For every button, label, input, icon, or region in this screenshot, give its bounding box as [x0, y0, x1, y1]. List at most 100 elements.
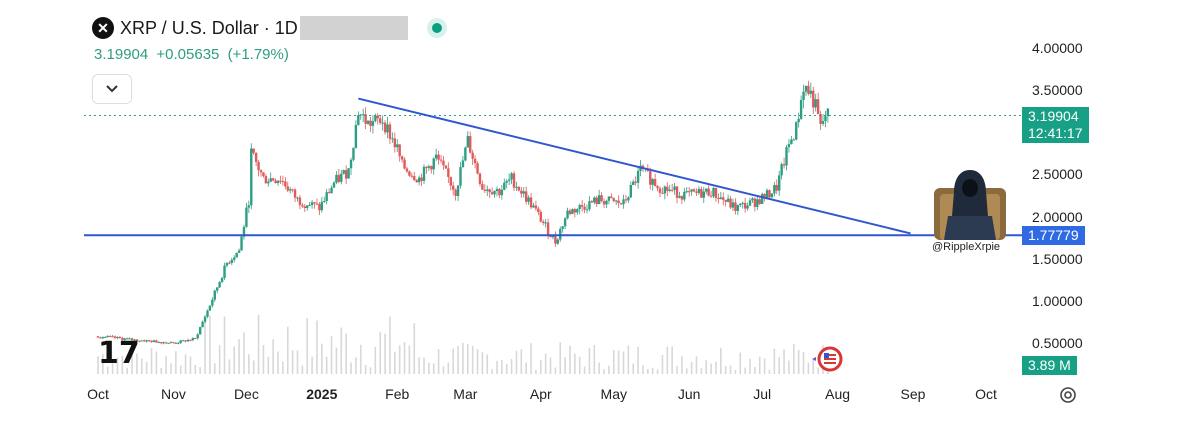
volume-bar [277, 351, 279, 374]
candle-body [133, 339, 136, 341]
candle-body [135, 339, 139, 341]
candle-body [571, 209, 574, 215]
candle-body [252, 148, 255, 153]
candle-body [169, 342, 173, 344]
candle-body [778, 175, 781, 191]
redacted-block [299, 16, 408, 40]
candle-body [824, 116, 827, 122]
volume-bar [564, 357, 566, 374]
candle-body [177, 342, 180, 344]
candle-body [700, 188, 703, 198]
candle-body [369, 120, 372, 126]
volume-bar [369, 367, 372, 374]
candle-body [104, 336, 107, 338]
volume-bar [520, 349, 523, 374]
volume-bar [462, 342, 464, 374]
candle-body [286, 186, 289, 191]
candle-body [731, 202, 735, 208]
candle-body [245, 207, 248, 227]
candle-body [327, 192, 331, 194]
candle-body [208, 305, 212, 311]
candle-body [471, 152, 474, 159]
volume-bar [612, 350, 615, 374]
volume-bar [715, 361, 717, 374]
volume-bar [695, 356, 698, 374]
volume-bar [617, 350, 620, 374]
candle-body [230, 259, 234, 263]
candle-body [398, 144, 401, 157]
volume-bar [598, 362, 600, 374]
volume-bar [97, 356, 99, 374]
volume-bar [306, 318, 309, 374]
candle-body [237, 250, 241, 253]
candle-body [250, 148, 253, 206]
candle-body [296, 197, 299, 199]
candle-body [203, 316, 207, 322]
candle-body [461, 160, 465, 168]
volume-bar [432, 363, 435, 374]
candle-body [712, 187, 715, 197]
candle-body [400, 156, 404, 160]
candle-body [719, 197, 723, 199]
market-status-dot [431, 23, 442, 33]
candle-body [751, 198, 754, 201]
candle-body [357, 115, 360, 125]
candle-body [118, 337, 122, 339]
candle-body [293, 189, 297, 198]
volume-bar [535, 369, 537, 374]
y-tick-label: 2.50000 [1032, 166, 1083, 183]
volume-bar [160, 367, 163, 374]
candle-body [325, 192, 328, 202]
candle-body [452, 185, 455, 190]
candle-body [342, 170, 345, 174]
candle-body [763, 194, 766, 199]
candle-body [276, 180, 280, 184]
candle-body [257, 161, 260, 171]
candle-body [583, 206, 586, 210]
candle-body [184, 340, 187, 342]
candle-body [590, 201, 594, 203]
candle-body [619, 203, 623, 205]
symbol-title: XRP / U.S. Dollar · 1D [120, 17, 298, 38]
volume-bar [325, 356, 328, 374]
volume-bar [389, 316, 391, 374]
candle-body [459, 167, 462, 186]
candle-body [610, 196, 613, 199]
candle-body [413, 176, 416, 181]
x-tick-label: Mar [453, 386, 478, 402]
candle-body [337, 174, 341, 182]
volume-tag: 3.89 M [1022, 356, 1077, 375]
descending-resistance-line [358, 97, 911, 235]
candle-body [673, 186, 676, 190]
support-level-tag: 1.77779 [1022, 226, 1085, 246]
volume-bar [121, 355, 124, 374]
volume-bar [316, 320, 318, 374]
candle-body [520, 190, 523, 194]
candle-body [773, 184, 776, 194]
collapse-button[interactable] [92, 74, 132, 104]
candle-body [512, 173, 516, 188]
volume-bar [394, 351, 396, 374]
candle-body [627, 197, 630, 201]
candle-body [692, 189, 696, 192]
volume-bar [817, 367, 819, 374]
volume-bar [379, 331, 382, 374]
volume-bar [471, 345, 474, 374]
candle-body [196, 334, 199, 339]
candle-body [437, 154, 440, 160]
volume-bar [525, 362, 527, 374]
candle-body [753, 198, 757, 207]
volume-bar [350, 362, 352, 374]
candle-body [473, 158, 477, 164]
candle-body [709, 195, 713, 197]
candle-body [447, 168, 450, 177]
candle-body [306, 205, 309, 209]
candle-body [748, 200, 752, 206]
current-price-tag: 3.19904 12:41:17 [1022, 106, 1089, 143]
candle-body [344, 170, 348, 179]
candle-body [758, 199, 761, 204]
gear-icon[interactable] [1058, 385, 1078, 405]
candle-body [768, 190, 771, 198]
volume-bar [291, 350, 294, 374]
